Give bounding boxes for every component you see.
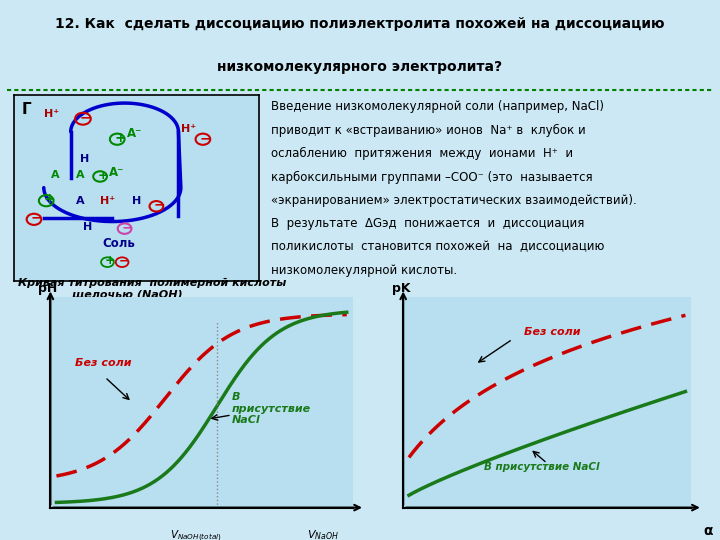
Text: +: +	[114, 131, 126, 145]
Text: низкомолекулярного электролита?: низкомолекулярного электролита?	[217, 60, 503, 75]
Text: Соль: Соль	[102, 237, 135, 250]
Text: −: −	[120, 254, 130, 267]
Text: −: −	[199, 131, 211, 145]
Text: H⁺: H⁺	[181, 124, 196, 134]
Text: H⁺: H⁺	[44, 109, 59, 119]
Text: Введение низкомолекулярной соли (например, NaCl): Введение низкомолекулярной соли (наприме…	[271, 100, 604, 113]
Text: −: −	[31, 211, 42, 225]
Text: приводит к «встраиванию» ионов  Na⁺ в  клубок и: приводит к «встраиванию» ионов Na⁺ в клу…	[271, 124, 585, 137]
Text: «экранированием» электростатических взаимодействий).: «экранированием» электростатических взаи…	[271, 194, 636, 207]
Text: низкомолекулярной кислоты.: низкомолекулярной кислоты.	[271, 264, 457, 277]
Text: H: H	[83, 222, 92, 233]
Text: A: A	[76, 170, 84, 180]
Text: +: +	[104, 254, 115, 267]
Text: α: α	[703, 524, 714, 538]
Text: В присутствие NaCl: В присутствие NaCl	[484, 462, 599, 472]
Text: −: −	[79, 111, 91, 125]
Text: Без соли: Без соли	[524, 327, 580, 337]
Text: H⁺: H⁺	[100, 197, 115, 206]
Text: $V_{NaOH}$: $V_{NaOH}$	[307, 529, 338, 540]
Text: −: −	[122, 220, 133, 234]
Text: щелочью (NaOH): щелочью (NaOH)	[72, 289, 183, 300]
Text: 12. Как  сделать диссоциацию полиэлектролита похожей на диссоциацию: 12. Как сделать диссоциацию полиэлектрол…	[55, 17, 665, 31]
Text: A: A	[76, 197, 84, 206]
Text: pK: pK	[392, 282, 410, 295]
Text: Без соли: Без соли	[75, 359, 131, 368]
Text: +: +	[43, 192, 55, 206]
Text: В  результате  ΔGэд  понижается  и  диссоциация: В результате ΔGэд понижается и диссоциац…	[271, 217, 584, 230]
Text: $V_{NaOH(total)}$: $V_{NaOH(total)}$	[170, 529, 222, 540]
Text: ослаблению  притяжения  между  ионами  H⁺  и: ослаблению притяжения между ионами H⁺ и	[271, 147, 573, 160]
Text: поликислоты  становится похожей  на  диссоциацию: поликислоты становится похожей на диссоц…	[271, 241, 604, 254]
Text: карбоксильными группами –COO⁻ (это  называется: карбоксильными группами –COO⁻ (это назыв…	[271, 171, 593, 184]
Text: A⁻: A⁻	[127, 127, 143, 140]
Text: A: A	[51, 170, 60, 180]
Text: В
присутствие
NaCl: В присутствие NaCl	[232, 392, 311, 426]
Text: Кривая титрования  полимерной кислоты: Кривая титрования полимерной кислоты	[18, 278, 287, 288]
Text: H: H	[81, 153, 90, 164]
Text: +: +	[97, 169, 108, 182]
Text: A⁻: A⁻	[109, 166, 124, 179]
Text: −: −	[153, 198, 165, 212]
Text: Г: Г	[22, 102, 32, 117]
Text: H: H	[132, 197, 141, 206]
Text: pH: pH	[38, 282, 58, 295]
